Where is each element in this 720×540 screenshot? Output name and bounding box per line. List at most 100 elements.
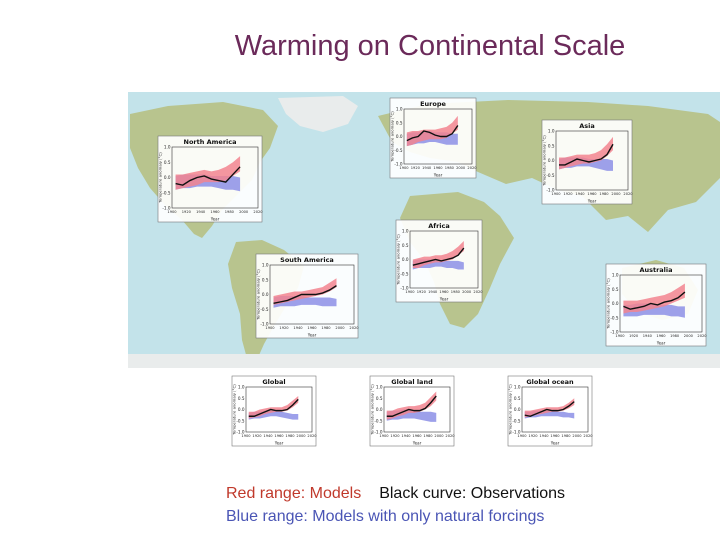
panel-global-land-xtick: 1980 (423, 434, 433, 438)
panel-australia-ytick: -1.0 (610, 330, 619, 335)
panel-australia-observations-line (623, 291, 686, 310)
caption-natural-range: Blue range: Models with only natural for… (226, 508, 545, 525)
panel-south-america-xtick: 1980 (321, 326, 331, 330)
panel-asia-xtick: 1980 (599, 192, 609, 196)
panel-global-land-title: Global land (391, 378, 433, 386)
panel-north-america-xtick: 1960 (210, 210, 220, 214)
panel-asia-xtick: 2000 (611, 192, 621, 196)
panel-global-land-ytick: -1.0 (374, 430, 383, 435)
antarctica-landmass (128, 354, 720, 368)
panel-australia-xtick: 2020 (697, 334, 707, 338)
greenland-landmass (278, 96, 358, 132)
panel-africa-title: Africa (428, 222, 450, 230)
panel-north-america-xtick: 1980 (225, 210, 235, 214)
panel-global-ytick: 0.0 (238, 407, 245, 412)
panel-north-america-ytick: -1.0 (162, 206, 171, 211)
panel-asia-ytick: 0.5 (548, 143, 555, 148)
panel-europe-xtick: 1960 (433, 166, 443, 170)
panel-asia-xtick: 2020 (623, 192, 633, 196)
panel-africa-observations-line (412, 247, 465, 266)
panel-north-america-title: North America (184, 138, 237, 146)
panel-europe-ytick: 0.0 (396, 134, 403, 139)
panel-global-ocean-xtick: 2020 (583, 434, 593, 438)
panel-north-america-model-range (175, 156, 241, 190)
panel-europe-ylabel: Temperature anomaly (°C) (390, 111, 395, 163)
caption-line-2: Blue range: Models with only natural for… (226, 508, 544, 526)
panel-australia-ytick: 1.0 (612, 273, 619, 278)
panel-africa-xtick: 1920 (417, 290, 427, 294)
panel-north-america-ylabel: Temperature anomaly (°C) (158, 152, 163, 204)
panel-global-land-xtick: 1960 (412, 434, 422, 438)
panel-australia-xtick: 1980 (670, 334, 680, 338)
panel-global-xtick: 1980 (285, 434, 295, 438)
panel-global-observations-line (248, 398, 299, 417)
panel-asia-xlabel: Year (587, 199, 597, 204)
panel-africa-xtick: 2020 (473, 290, 483, 294)
panel-global-ocean-observations-line (524, 401, 575, 417)
continental-warming-figure: Europe 1.0 0.5 0.0 -0.5 -1.0 1900 1920 1940 1960 1… (128, 92, 720, 464)
panel-south-america-ytick: 1.0 (262, 263, 269, 268)
panel-global-title: Global (262, 378, 285, 386)
panel-global-ocean-xtick: 2000 (572, 434, 582, 438)
panel-europe-ytick: -1.0 (394, 162, 403, 167)
panel-africa-xtick: 1900 (405, 290, 415, 294)
panel-global-land-ytick: 1.0 (376, 385, 383, 390)
panel-global-land-ytick: 0.5 (376, 396, 383, 401)
panel-australia-xtick: 1900 (615, 334, 625, 338)
caption-line-1: Red range: Models Black curve: Observatio… (226, 485, 565, 503)
panel-europe-xtick: 1980 (445, 166, 455, 170)
panel-africa-xtick: 1940 (428, 290, 438, 294)
panel-south-america-ytick: -1.0 (260, 322, 269, 327)
panel-global-ocean-axes (521, 386, 589, 433)
panel-north-america-ytick: 0.0 (164, 175, 171, 180)
panel-global-ytick: -1.0 (236, 430, 245, 435)
panel-global-land-xtick: 1900 (379, 434, 389, 438)
panel-australia-ytick: 0.0 (612, 301, 619, 306)
panel-global-xtick: 1920 (252, 434, 262, 438)
panel-australia-xlabel: Year (656, 341, 666, 346)
panel-global-land-observations-line (386, 395, 437, 417)
panel-global-xtick: 2000 (296, 434, 306, 438)
panel-asia-ytick: -1.0 (546, 188, 555, 193)
panel-global-ocean-xtick: 1960 (550, 434, 560, 438)
panel-global-ocean-title: Global ocean (526, 378, 574, 386)
panel-south-america-xlabel: Year (307, 333, 317, 338)
panel-asia-ylabel: Temperature anomaly (°C) (542, 135, 547, 187)
panel-south-america-ytick: 0.0 (262, 292, 269, 297)
panel-global-ytick: -0.5 (236, 418, 245, 423)
panel-global-ocean-xlabel: Year (550, 441, 560, 446)
panel-global-xlabel: Year (274, 441, 284, 446)
panel-australia-ytick: -0.5 (610, 315, 619, 320)
panel-global-land-xtick: 2000 (434, 434, 444, 438)
panel-global-land-xtick: 1920 (390, 434, 400, 438)
panel-global-ytick: 0.5 (238, 396, 245, 401)
panel-global-ocean-ylabel: Temperature anomaly (°C) (508, 384, 513, 436)
panel-north-america-axes (171, 146, 259, 209)
panel-global-ocean-ytick: 0.0 (514, 407, 521, 412)
panel-africa-xlabel: Year (439, 297, 449, 302)
panel-africa-xtick: 1980 (451, 290, 461, 294)
panel-north-america-ytick: -0.5 (162, 190, 171, 195)
panel-global-land-ylabel: Temperature anomaly (°C) (370, 384, 375, 436)
panel-south-america-xtick: 2020 (349, 326, 359, 330)
panel-australia-xtick: 1920 (629, 334, 639, 338)
panel-global-axes (245, 386, 313, 433)
panel-south-america-ytick: 0.5 (262, 277, 269, 282)
panel-europe-ytick: -0.5 (394, 148, 403, 153)
panel-global-ocean-model-range (524, 398, 575, 418)
panel-global-land-model-range (386, 391, 437, 420)
panel-global-ocean-xtick: 1980 (561, 434, 571, 438)
panel-global-ytick: 1.0 (238, 385, 245, 390)
panel-north-america-xlabel: Year (210, 217, 220, 222)
panel-global-land-ytick: 0.0 (376, 407, 383, 412)
panel-south-america-model-range (273, 278, 337, 305)
panel-australia-model-range (623, 283, 685, 314)
panel-europe-xtick: 2020 (467, 166, 477, 170)
panel-north-america-xtick: 1920 (182, 210, 192, 214)
